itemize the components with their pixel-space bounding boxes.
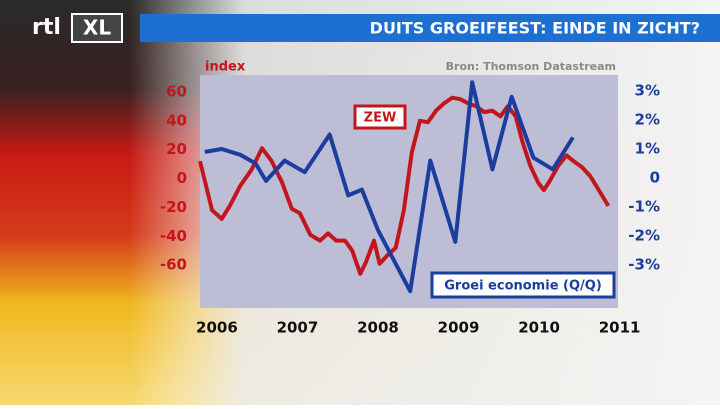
plot-area [200,75,618,308]
y-tick-label: -60 [160,256,187,274]
x-tick-label: 2010 [518,319,560,337]
x-tick-label: 2008 [357,319,399,337]
chart-title: DUITS GROEIFEEST: EINDE IN ZICHT? [370,19,700,38]
logo-box [71,13,123,43]
y-tick-label: -20 [160,198,187,216]
source: Bron: Thomson Datastream [446,60,616,73]
y-tick-label: 20 [166,140,187,158]
title-bar [140,14,720,42]
x-tick-label: 2007 [277,319,319,337]
x-tick-label: 2011 [599,319,641,337]
y-tick-label: 60 [166,82,187,100]
y-tick-label: 40 [166,111,187,129]
logo-rtl: rtl [32,15,61,40]
y2-tick-label: -1% [628,198,660,216]
series-label-box [353,104,407,130]
y2-tick-label: -2% [628,227,660,245]
series-line [204,80,575,294]
y2-tick-label: 3% [635,81,660,99]
series-label: ZEW [364,111,397,126]
series-label: Groei economie (Q/Q) [444,279,602,294]
y-tick-label: 0 [177,169,187,187]
y-tick-label: -40 [160,227,187,245]
logo-xl: XL [83,16,111,40]
y2-tick-label: -3% [628,256,660,274]
series-label-box [430,271,616,299]
y2-tick-label: 0 [650,169,660,187]
series-line [198,95,611,276]
y2-tick-label: 2% [635,110,660,128]
x-tick-label: 2009 [438,319,480,337]
y-axis-label: index [205,60,246,75]
y2-tick-label: 1% [635,139,660,157]
x-tick-label: 2006 [196,319,238,337]
